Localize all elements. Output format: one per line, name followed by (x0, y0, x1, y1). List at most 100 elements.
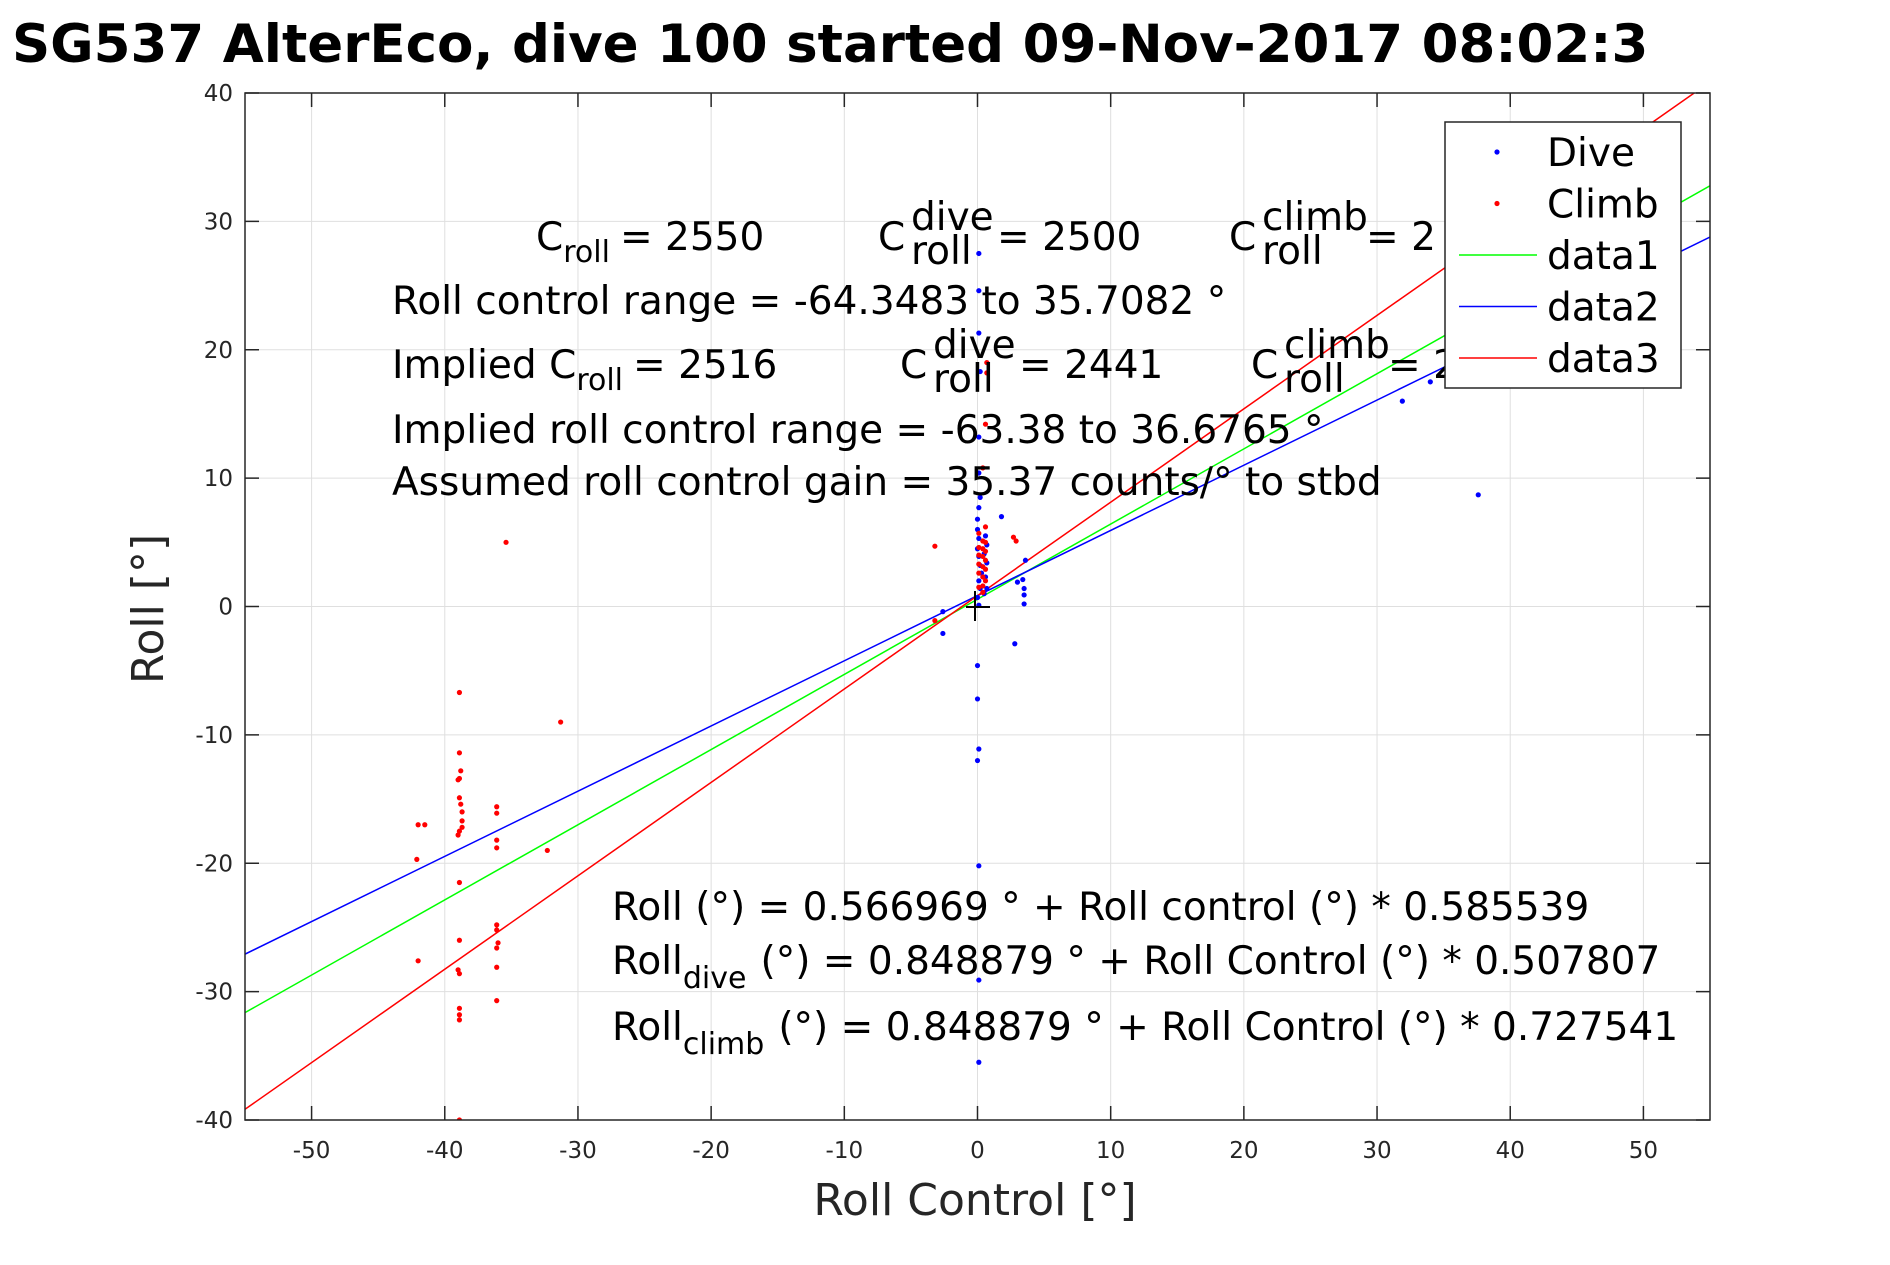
climb-point (455, 777, 461, 783)
y-tick-label: 20 (204, 338, 233, 364)
x-tick-label: 40 (1496, 1138, 1525, 1164)
dive-point (976, 977, 982, 983)
climb-point (503, 539, 509, 545)
implied-climb-sup: climb (1284, 323, 1390, 368)
y-tick-label: 0 (218, 595, 233, 621)
legend-marker (1494, 149, 1500, 155)
climb-point (494, 998, 500, 1004)
implied-dive-sup: dive (933, 323, 1016, 368)
dive-point (1399, 398, 1405, 404)
x-tick-labels: -50 -40 -30 -20 -10 0 10 20 30 40 50 (293, 1138, 1658, 1164)
dive-point (976, 535, 982, 542)
dive-point (1022, 557, 1029, 563)
climb-point (558, 719, 564, 725)
climb-point (458, 768, 464, 774)
climb-point (456, 1005, 463, 1011)
climb-point (414, 856, 420, 862)
climb-point (982, 578, 989, 584)
climb-point (982, 524, 989, 530)
climb-point (544, 847, 550, 854)
y-tick-labels: -40 -30 -20 -10 0 10 20 30 40 (195, 81, 233, 1134)
fit-dive-rest: (°) = 0.848879 ° + Roll Control (°) * 0.… (760, 939, 1660, 984)
dive-point (1012, 641, 1018, 647)
climb-point (982, 548, 989, 554)
climb-point (494, 945, 500, 951)
dive-point (974, 757, 981, 764)
svg-text:Croll= 2550: Croll = 2550 (536, 215, 764, 270)
implied-range-annotation: Implied roll control range = -63.38 to 3… (392, 408, 1323, 453)
climb-point (456, 937, 463, 943)
axes-box (244, 92, 1711, 1121)
svg-text:Implied Croll= 2516: Implied Croll = 2516 (392, 343, 777, 398)
climb-point (456, 689, 463, 696)
climb-point (494, 804, 500, 810)
dive-point (976, 434, 982, 440)
climb-point (1013, 538, 1019, 544)
dive-point (977, 494, 983, 500)
implied-climb-sub: roll (1284, 357, 1345, 402)
x-tick-label: -30 (559, 1138, 597, 1164)
legend-entry: data1 (1547, 234, 1660, 279)
legend-entry: data2 (1547, 286, 1660, 331)
fit-dive-annotation: Rolldive (°) = 0.848879 ° + Roll Control … (612, 939, 1660, 996)
dive-point (998, 514, 1005, 520)
fit-annotation: Roll (°) = 0.566969 ° + Roll control (°)… (612, 885, 1589, 930)
dive-point (976, 578, 982, 584)
climb-point (459, 809, 465, 815)
dive-point (1020, 576, 1026, 583)
climb-point (456, 1012, 463, 1018)
climb-point (976, 584, 982, 590)
dive-point (977, 368, 983, 375)
croll-climb-sup: climb (1262, 195, 1368, 240)
croll-climb-sub: roll (1262, 229, 1323, 274)
climb-point (976, 530, 982, 536)
dive-point (976, 250, 982, 257)
fit-climb-base: Roll (612, 1005, 683, 1050)
croll-dive-sup: dive (911, 195, 994, 240)
dive-point (1475, 492, 1481, 498)
x-tick-label: -50 (293, 1138, 331, 1164)
y-tick-label: 10 (204, 466, 233, 492)
climb-point (976, 570, 982, 576)
climb-point (980, 589, 986, 595)
y-tick-label: -40 (195, 1108, 233, 1134)
climb-point (932, 543, 938, 549)
implied-prefix: Implied C (392, 343, 576, 388)
fit-dive-base: Roll (612, 939, 683, 984)
climb-point (984, 370, 990, 376)
x-tick-label: -20 (692, 1138, 730, 1164)
climb-point (422, 822, 428, 828)
croll-annotation: Croll = 2550 C dive roll = 2500 C climb r… (536, 195, 1436, 274)
climb-point (976, 552, 982, 558)
climb-point (456, 795, 463, 801)
croll-base: C (536, 215, 563, 260)
x-tick-label: 30 (1362, 1138, 1391, 1164)
croll-dive-base: C (878, 215, 905, 260)
dive-point (1021, 585, 1027, 592)
dive-point (976, 863, 982, 869)
climb-point (459, 818, 465, 824)
x-axis-label: Roll Control [°] (813, 1175, 1136, 1226)
climb-point (459, 824, 465, 830)
implied-dive-sub: roll (933, 357, 994, 402)
fit-dive-sub: dive (683, 961, 747, 996)
climb-point (456, 971, 463, 977)
croll-value: = 2550 (620, 215, 764, 260)
origin-marker (966, 591, 990, 621)
dive-point (976, 1059, 982, 1065)
climb-point (458, 801, 464, 807)
dive-point (1427, 379, 1433, 385)
implied-dive-base: C (900, 343, 927, 388)
climb-point (984, 359, 990, 366)
y-tick-label: -30 (195, 980, 233, 1006)
range-annotation: Roll control range = -64.3483 to 35.7082… (392, 279, 1226, 324)
climb-point (494, 845, 500, 851)
y-axis-label: Roll [°] (123, 534, 174, 684)
climb-point (494, 922, 500, 928)
climb-point (455, 832, 461, 838)
implied-dive-value: = 2441 (1019, 343, 1163, 388)
y-tick-label: 40 (204, 81, 233, 107)
croll-dive-value: = 2500 (997, 215, 1141, 260)
croll-sub: roll (563, 235, 610, 270)
